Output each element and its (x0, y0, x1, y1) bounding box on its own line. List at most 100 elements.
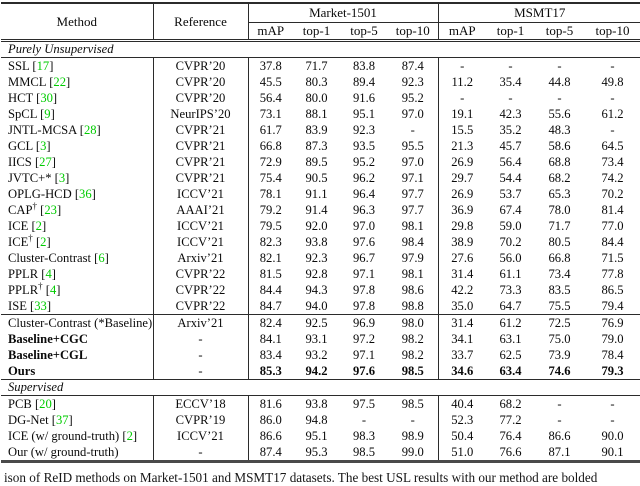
metric-value: 97.8 (352, 283, 376, 297)
metric-value: 87.3 (305, 139, 328, 153)
citation-number: 2 (126, 429, 133, 443)
metric-value: 26.9 (451, 187, 474, 201)
metric-value: 45.5 (259, 75, 282, 89)
citation-bracket-open: [ (30, 299, 35, 313)
method-name: HCT (8, 91, 33, 105)
metric-value: 37.8 (259, 59, 282, 73)
metric-value: 95.2 (352, 155, 376, 169)
table-row: CAP† [23] AAAI’21 79.2 91.4 96.3 97.7 36.9 67.4… (1, 202, 640, 218)
metric-value: 97.6 (352, 364, 376, 378)
reference-cell: CVPR’22 (153, 282, 249, 298)
metric-value: 80.5 (548, 235, 571, 249)
citation-bracket-close: ] (65, 171, 70, 185)
citation-number: 17 (36, 59, 50, 73)
method-cell: Ours (1, 363, 154, 380)
method-name: PPLR (8, 267, 39, 281)
metric-value: 59.0 (499, 219, 522, 233)
metric-value: 95.3 (305, 445, 328, 459)
metric-value: 54.4 (499, 171, 522, 185)
method-cell: DG-Net [37] (1, 412, 154, 428)
citation-number: 37 (55, 413, 69, 427)
citation-number: 2 (40, 235, 47, 249)
metric-value: 34.6 (451, 364, 474, 378)
results-table: Method Reference Market-1501 MSMT17 mAP top-1… (1, 2, 640, 463)
metric-value: 75.0 (548, 332, 571, 346)
metric-value: 26.9 (451, 155, 474, 169)
reference-cell: - (153, 444, 249, 462)
citation-bracket-open: [ (35, 139, 41, 153)
metric-value: 85.3 (259, 364, 282, 378)
metric-value: 91.6 (352, 91, 376, 105)
metric-value: 87.4 (388, 57, 439, 74)
table-row: ICE† [2] ICCV’21 82.3 93.8 97.6 98.4 38.9 70.2 8… (1, 234, 640, 250)
metric-value: 97.0 (352, 219, 376, 233)
metric-value: 48.3 (548, 123, 571, 137)
metric-value: 86.0 (259, 413, 282, 427)
metric-value: 98.3 (352, 429, 376, 443)
method-name: GCL (8, 139, 33, 153)
citation-bracket-close: ] (56, 203, 62, 217)
metric-value: 97.9 (388, 250, 439, 266)
metric-value: 97.5 (352, 397, 376, 411)
metric-value: 63.1 (499, 332, 522, 346)
metric-value: 93.8 (305, 235, 328, 249)
dagger-superscript: † (28, 234, 33, 243)
metric-value: - (460, 91, 465, 105)
method-name: PCB (8, 397, 32, 411)
citation-number: 36 (79, 187, 92, 201)
method-name: Cluster-Contrast (8, 251, 91, 265)
metric-value: 34.1 (451, 332, 474, 346)
metric-value: 44.8 (548, 75, 571, 89)
metric-value: - (388, 412, 439, 428)
method-cell: Baseline+CGC (1, 331, 154, 347)
table-row: SpCL [9] NeurIPS’20 73.1 88.1 95.1 97.0 19.1 42… (1, 106, 640, 122)
table-row: IICS [27] CVPR’21 72.9 89.5 95.2 97.0 26.9 56.4… (1, 154, 640, 170)
metric-value: 98.4 (388, 234, 439, 250)
citation-bracket-close: ] (56, 283, 61, 297)
metric-value: 67.4 (499, 203, 522, 217)
metric-value: 97.6 (352, 235, 376, 249)
col-header-method: Method (1, 3, 154, 42)
metric-value: 96.9 (340, 314, 388, 331)
citation-bracket-open: [ (34, 155, 40, 169)
metric-value: 66.8 (548, 251, 571, 265)
metric-value: 97.7 (388, 202, 439, 218)
metric-value: 73.4 (601, 155, 624, 169)
citation-bracket-open: [ (41, 267, 46, 281)
section-title: Purely Unsupervised (1, 40, 640, 58)
metric-value: 92.5 (293, 314, 340, 331)
metric-value: 97.1 (352, 267, 376, 281)
metric-value: 80.0 (305, 91, 328, 105)
metric-value: 53.7 (499, 187, 522, 201)
citation-number: 2 (35, 219, 42, 233)
metric-value: 87.4 (259, 445, 282, 459)
metric-value: 98.6 (388, 282, 439, 298)
metric-value: 87.1 (548, 445, 571, 459)
method-name: JNTL-MCSA (8, 123, 77, 137)
metric-value: 78.4 (601, 348, 624, 362)
metric-value: 76.9 (584, 314, 640, 331)
table-caption: ison of ReID methods on Market-1501 and … (4, 470, 598, 485)
metric-value: 92.3 (388, 74, 439, 90)
metric-value: 71.7 (305, 59, 328, 73)
metric-value: 92.0 (305, 219, 328, 233)
citation-bracket-close: ] (51, 397, 56, 411)
metric-value: 77.2 (499, 413, 522, 427)
metric-value: 68.2 (548, 171, 571, 185)
metric-value: 92.3 (305, 251, 328, 265)
metric-value: 73.9 (548, 348, 571, 362)
method-cell: PPLR [4] (1, 266, 154, 282)
section-row: Purely Unsupervised (1, 40, 640, 58)
metric-value: 79.2 (259, 203, 282, 217)
citation-bracket-open: [ (32, 59, 37, 73)
citation-bracket-close: ] (96, 123, 101, 137)
citation-number: 30 (40, 91, 53, 105)
table-row: Our (w/ ground-truth) -87.4 95.3 98.5 99.0 51… (1, 444, 640, 462)
table-row: PPLR [4] CVPR’22 81.5 92.8 97.1 98.1 31.4 61.1 7… (1, 266, 640, 282)
col-group-msmt17: MSMT17 (438, 3, 640, 23)
reference-cell: NeurIPS’20 (153, 106, 249, 122)
metric-value: 82.4 (248, 314, 293, 331)
method-cell: ISE [33] (1, 298, 154, 315)
dagger-superscript: † (32, 202, 38, 211)
metric-value: 96.7 (352, 251, 376, 265)
